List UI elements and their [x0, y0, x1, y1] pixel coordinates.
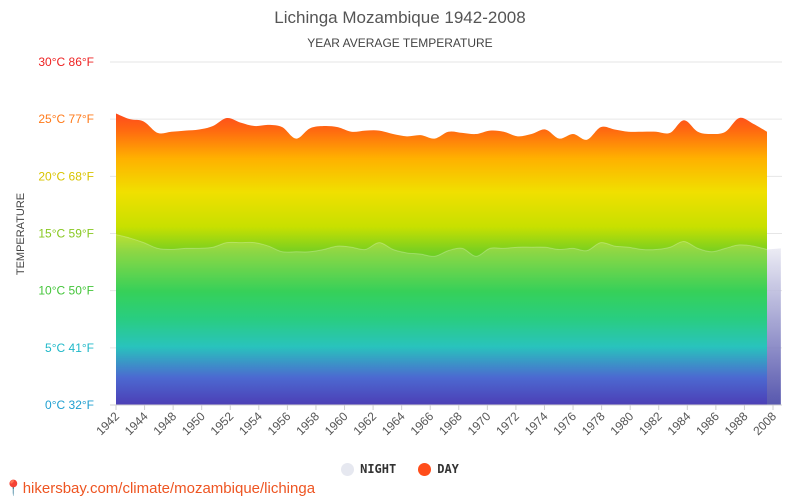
chart-title: Lichinga Mozambique 1942-2008	[274, 8, 526, 27]
x-tick-label: 2008	[750, 409, 779, 438]
legend-item-night[interactable]: NIGHT	[341, 462, 396, 476]
y-tick-label: 0°C 32°F	[45, 398, 94, 412]
x-tick-label: 1980	[608, 409, 637, 438]
y-tick-label: 25°C 77°F	[38, 112, 94, 126]
chart-subtitle: YEAR AVERAGE TEMPERATURE	[307, 36, 493, 50]
x-tick-label: 1962	[350, 409, 379, 438]
legend: NIGHT DAY	[0, 462, 800, 476]
x-tick-label: 1944	[122, 409, 151, 438]
x-tick-label: 1950	[179, 409, 208, 438]
legend-label-day: DAY	[437, 462, 459, 476]
legend-item-day[interactable]: DAY	[418, 462, 459, 476]
x-tick-label: 1972	[493, 409, 522, 438]
x-tick-label: 1988	[722, 409, 751, 438]
x-tick-label: 1954	[236, 409, 265, 438]
x-tick-label: 1952	[208, 409, 237, 438]
x-tick-label: 1984	[665, 409, 694, 438]
x-tick-label: 1960	[322, 409, 351, 438]
source-link[interactable]: 📍hikersbay.com/climate/mozambique/lichin…	[4, 479, 315, 497]
night-line	[115, 234, 768, 257]
y-tick-label: 15°C 59°F	[38, 227, 94, 241]
day-dot-icon	[418, 462, 432, 476]
y-tick-label: 10°C 50°F	[38, 284, 94, 298]
x-tick-label: 1978	[579, 409, 608, 438]
x-tick-label: 1964	[379, 409, 408, 438]
x-tick-label: 1966	[408, 409, 437, 438]
y-tick-label: 5°C 41°F	[45, 341, 94, 355]
source-link-text: hikersbay.com/climate/mozambique/liching…	[22, 480, 316, 497]
x-tick-label: 1956	[265, 409, 294, 438]
location-pin-icon: 📍	[4, 480, 23, 497]
y-axis-label: TEMPERATURE	[15, 193, 27, 275]
x-tick-label: 1958	[293, 409, 322, 438]
x-tick-label: 1970	[465, 409, 494, 438]
night-area	[116, 234, 767, 405]
area-layer	[115, 113, 781, 405]
x-axis-ticks: 1942 1944 1948 1950 1952 1954 1956 1958 1960 1962…	[93, 404, 782, 438]
y-tick-label: 30°C 86°F	[38, 55, 94, 69]
x-tick-label: 1942	[93, 409, 122, 438]
x-tick-label: 1948	[150, 409, 179, 438]
y-axis-ticks: 0°C 32°F 5°C 41°F 10°C 50°F 15°C 59°F 20°C 6…	[38, 55, 94, 412]
night-area-tail	[767, 248, 781, 405]
x-tick-label: 1982	[636, 409, 665, 438]
x-tick-label: 1968	[436, 409, 465, 438]
day-area	[116, 113, 767, 405]
x-tick-label: 1974	[522, 409, 551, 438]
x-tick-label: 1986	[693, 409, 722, 438]
legend-label-night: NIGHT	[360, 462, 397, 476]
y-tick-label: 20°C 68°F	[38, 169, 94, 183]
night-dot-icon	[341, 462, 355, 476]
x-tick-label: 1976	[550, 409, 579, 438]
